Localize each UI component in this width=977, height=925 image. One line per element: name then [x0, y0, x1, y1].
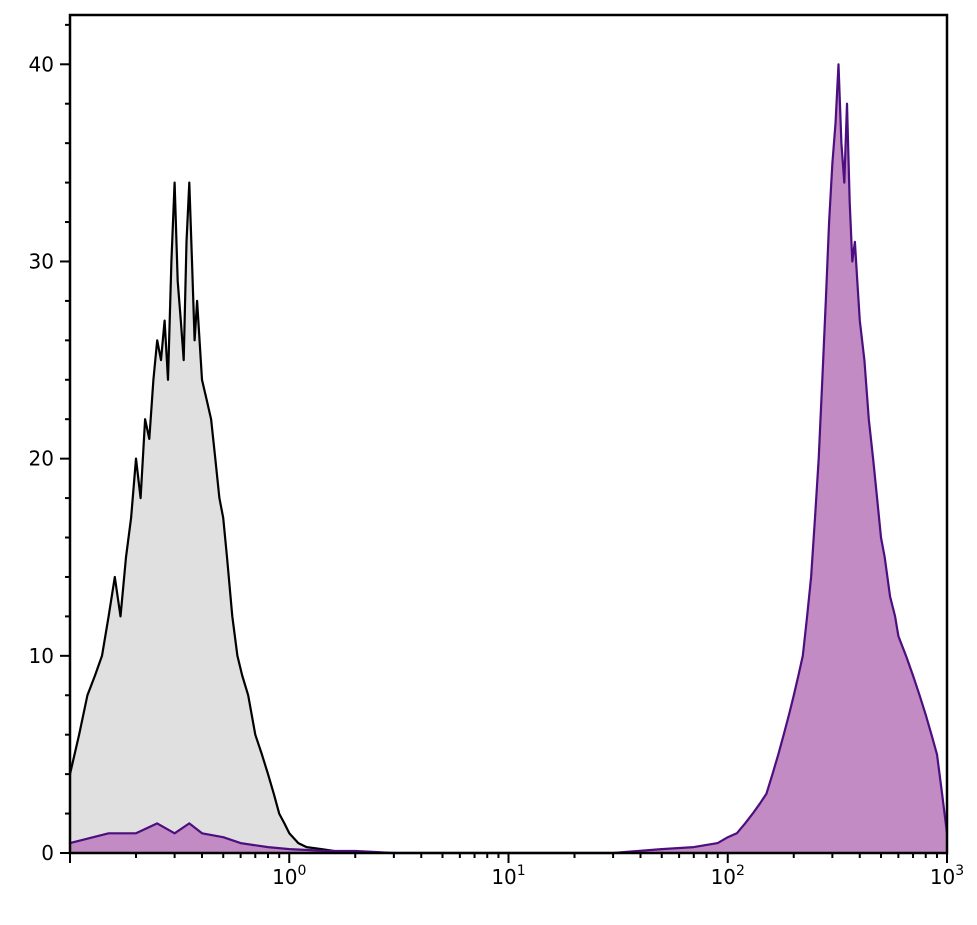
y-tick-label: 30	[29, 249, 54, 273]
y-tick-label: 40	[29, 52, 54, 76]
y-axis: 0 10 20 30 40	[29, 23, 70, 865]
series-layer	[68, 63, 949, 855]
y-tick-label: 20	[29, 447, 54, 471]
series-2-line	[69, 63, 949, 855]
y-tick-label: 0	[41, 841, 54, 865]
x-tick-label: 100	[272, 863, 306, 889]
x-tick-label: 103	[930, 863, 964, 889]
x-tick-label: 101	[491, 863, 525, 889]
series-1-area	[70, 182, 356, 854]
series-1-line	[68, 181, 356, 855]
x-tick-label: 102	[711, 863, 745, 889]
x-axis: 100 101 102 103	[69, 853, 964, 889]
series-2-area	[70, 64, 947, 854]
y-tick-label: 10	[29, 644, 54, 668]
